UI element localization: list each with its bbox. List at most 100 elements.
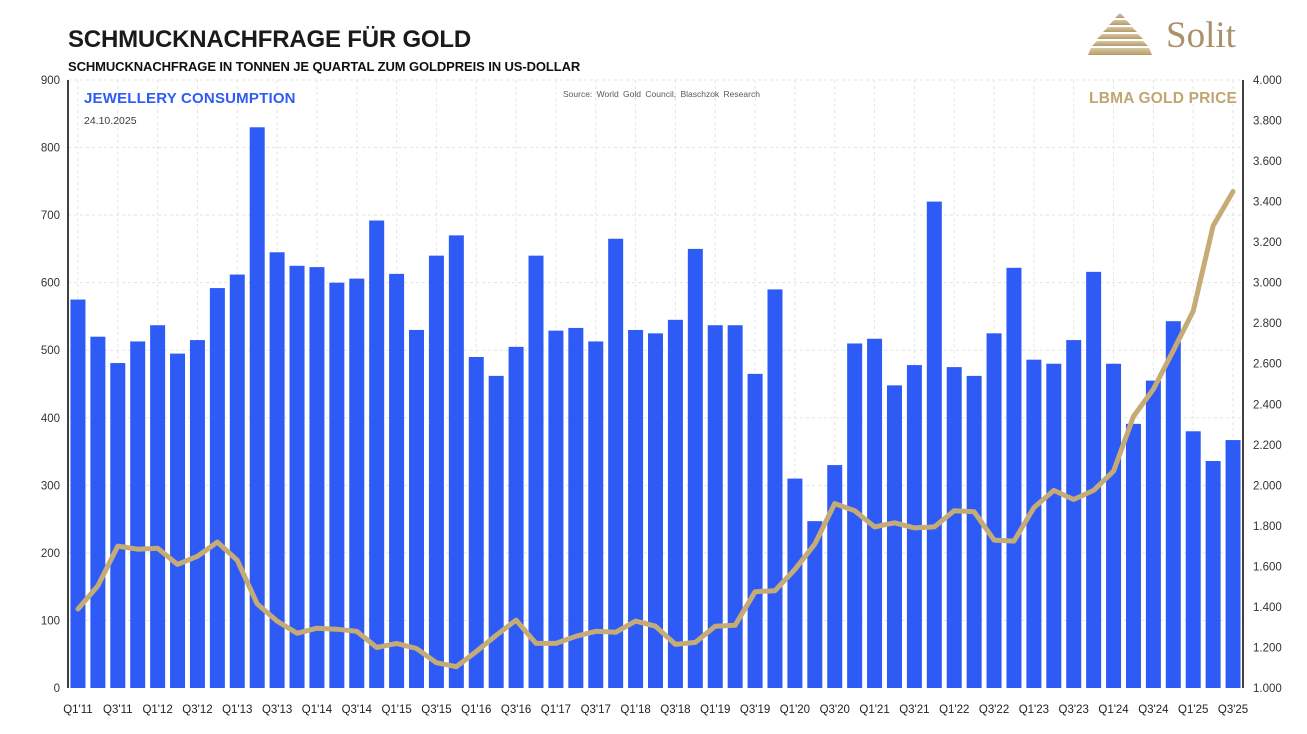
- y-axis-left-label: 300: [41, 480, 60, 492]
- page-subtitle: SCHMUCKNACHFRAGE IN TONNEN JE QUARTAL ZU…: [68, 59, 581, 74]
- x-axis-label: Q1'15: [381, 704, 411, 716]
- bar-Q4'16: [528, 255, 544, 688]
- bar-Q1'21: [867, 338, 883, 688]
- y-axis-left-label: 700: [41, 210, 60, 222]
- bar-Q1'12: [150, 325, 166, 688]
- x-axis-label: Q1'12: [142, 704, 172, 716]
- source-note: Source: World Gold Council, Blaschzok Re…: [563, 89, 760, 99]
- x-axis-label: Q3'17: [581, 704, 611, 716]
- x-axis-label: Q3'22: [979, 704, 1009, 716]
- bar-Q3'12: [189, 340, 205, 688]
- y-axis-right-label: 1.600: [1253, 561, 1282, 573]
- y-axis-right-label: 3.200: [1253, 237, 1282, 249]
- y-axis-right-label: 2.200: [1253, 440, 1282, 452]
- bar-Q4'14: [369, 220, 385, 688]
- chart-date: 24.10.2025: [84, 115, 137, 127]
- bar-Q1'13: [229, 274, 245, 688]
- bar-Q2'16: [488, 375, 504, 688]
- y-axis-left-label: 0: [54, 683, 60, 695]
- bar-Q3'15: [428, 255, 444, 688]
- x-axis-label: Q1'24: [1098, 704, 1129, 716]
- bar-Q3'19: [747, 373, 763, 688]
- bar-Q1'18: [628, 329, 644, 688]
- bar-Q1'15: [389, 273, 405, 688]
- bar-Q3'18: [667, 319, 683, 688]
- bar-Q1'17: [548, 330, 564, 688]
- y-axis-right-label: 3.800: [1253, 116, 1282, 128]
- bar-Q1'19: [707, 325, 723, 688]
- x-axis-label: Q1'23: [1019, 704, 1049, 716]
- bar-Q1'25: [1185, 431, 1201, 688]
- x-axis-label: Q3'11: [103, 704, 132, 716]
- y-axis-left-label: 800: [41, 143, 60, 155]
- bar-Q4'11: [130, 341, 146, 688]
- x-axis-label: Q1'20: [780, 704, 810, 716]
- y-axis-left-label: 400: [41, 413, 60, 425]
- bar-Q4'24: [1165, 321, 1181, 688]
- x-axis-label: Q3'25: [1218, 704, 1248, 716]
- y-axis-left-label: 200: [41, 548, 60, 560]
- bar-Q4'17: [608, 238, 624, 688]
- bar-Q1'22: [946, 367, 962, 688]
- bar-Q2'18: [648, 333, 663, 688]
- bar-Q3'13: [269, 252, 285, 688]
- bar-Q1'23: [1026, 359, 1042, 688]
- bar-Q4'20: [847, 343, 863, 688]
- bar-Q2'14: [329, 282, 345, 688]
- x-axis-label: Q3'21: [899, 704, 929, 716]
- bar-Q3'24: [1145, 380, 1161, 688]
- y-axis-right-label: 3.600: [1253, 156, 1282, 168]
- bar-Q3'23: [1066, 340, 1082, 688]
- bar-Q4'22: [1006, 267, 1022, 688]
- bar-Q4'15: [448, 235, 464, 688]
- bar-Q2'19: [727, 325, 743, 688]
- y-axis-left-label: 100: [41, 615, 60, 627]
- logo-text: Solit: [1166, 14, 1236, 56]
- bar-Q2'12: [170, 353, 186, 688]
- x-axis-label: Q3'14: [342, 704, 373, 716]
- legend-jewellery-consumption: JEWELLERY CONSUMPTION: [84, 90, 296, 107]
- y-axis-right-label: 4.000: [1253, 75, 1282, 87]
- x-axis-label: Q1'21: [859, 704, 889, 716]
- bar-Q2'15: [409, 329, 425, 688]
- bar-Q4'23: [1086, 271, 1102, 688]
- x-axis-label: Q1'22: [939, 704, 969, 716]
- page-title: SCHMUCKNACHFRAGE FÜR GOLD: [68, 26, 471, 53]
- y-axis-right-label: 1.000: [1253, 683, 1282, 695]
- bar-Q3'22: [986, 333, 1002, 688]
- x-axis-label: Q1'14: [302, 704, 333, 716]
- y-axis-right-label: 1.400: [1253, 602, 1282, 614]
- bar-Q4'18: [687, 248, 703, 688]
- bar-Q3'25: [1225, 440, 1241, 688]
- solit-logo: Solit: [1088, 12, 1236, 58]
- x-axis-label: Q3'13: [262, 704, 292, 716]
- bar-Q2'25: [1205, 461, 1221, 688]
- x-axis-label: Q1'18: [620, 704, 650, 716]
- x-axis-label: Q3'19: [740, 704, 770, 716]
- y-axis-right-label: 2.400: [1253, 399, 1282, 411]
- x-axis-label: Q3'16: [501, 704, 531, 716]
- bar-Q3'14: [349, 278, 365, 688]
- bar-Q3'20: [827, 465, 843, 688]
- bar-Q3'16: [508, 346, 524, 688]
- y-axis-left-label: 500: [41, 345, 60, 357]
- lbma-gold-price-line: [75, 189, 1236, 670]
- bar-Q4'19: [767, 289, 783, 688]
- bar-Q4'12: [209, 288, 225, 688]
- bar-Q1'24: [1106, 363, 1122, 688]
- x-axis-label: Q1'25: [1178, 704, 1208, 716]
- x-axis-label: Q1'16: [461, 704, 491, 716]
- y-axis-right-label: 3.400: [1253, 197, 1282, 209]
- bar-Q3'11: [110, 363, 126, 688]
- pyramid-icon: [1088, 13, 1152, 55]
- y-axis-left-label: 900: [41, 75, 60, 87]
- y-axis-right-label: 2.600: [1253, 359, 1282, 371]
- bar-Q4'21: [926, 201, 942, 688]
- x-axis-label: Q1'17: [541, 704, 571, 716]
- bar-Q2'17: [568, 327, 584, 688]
- bar-Q2'21: [886, 385, 902, 688]
- bar-Q2'11: [90, 336, 106, 688]
- y-axis-right-label: 3.000: [1253, 278, 1282, 290]
- x-axis-label: Q3'18: [660, 704, 690, 716]
